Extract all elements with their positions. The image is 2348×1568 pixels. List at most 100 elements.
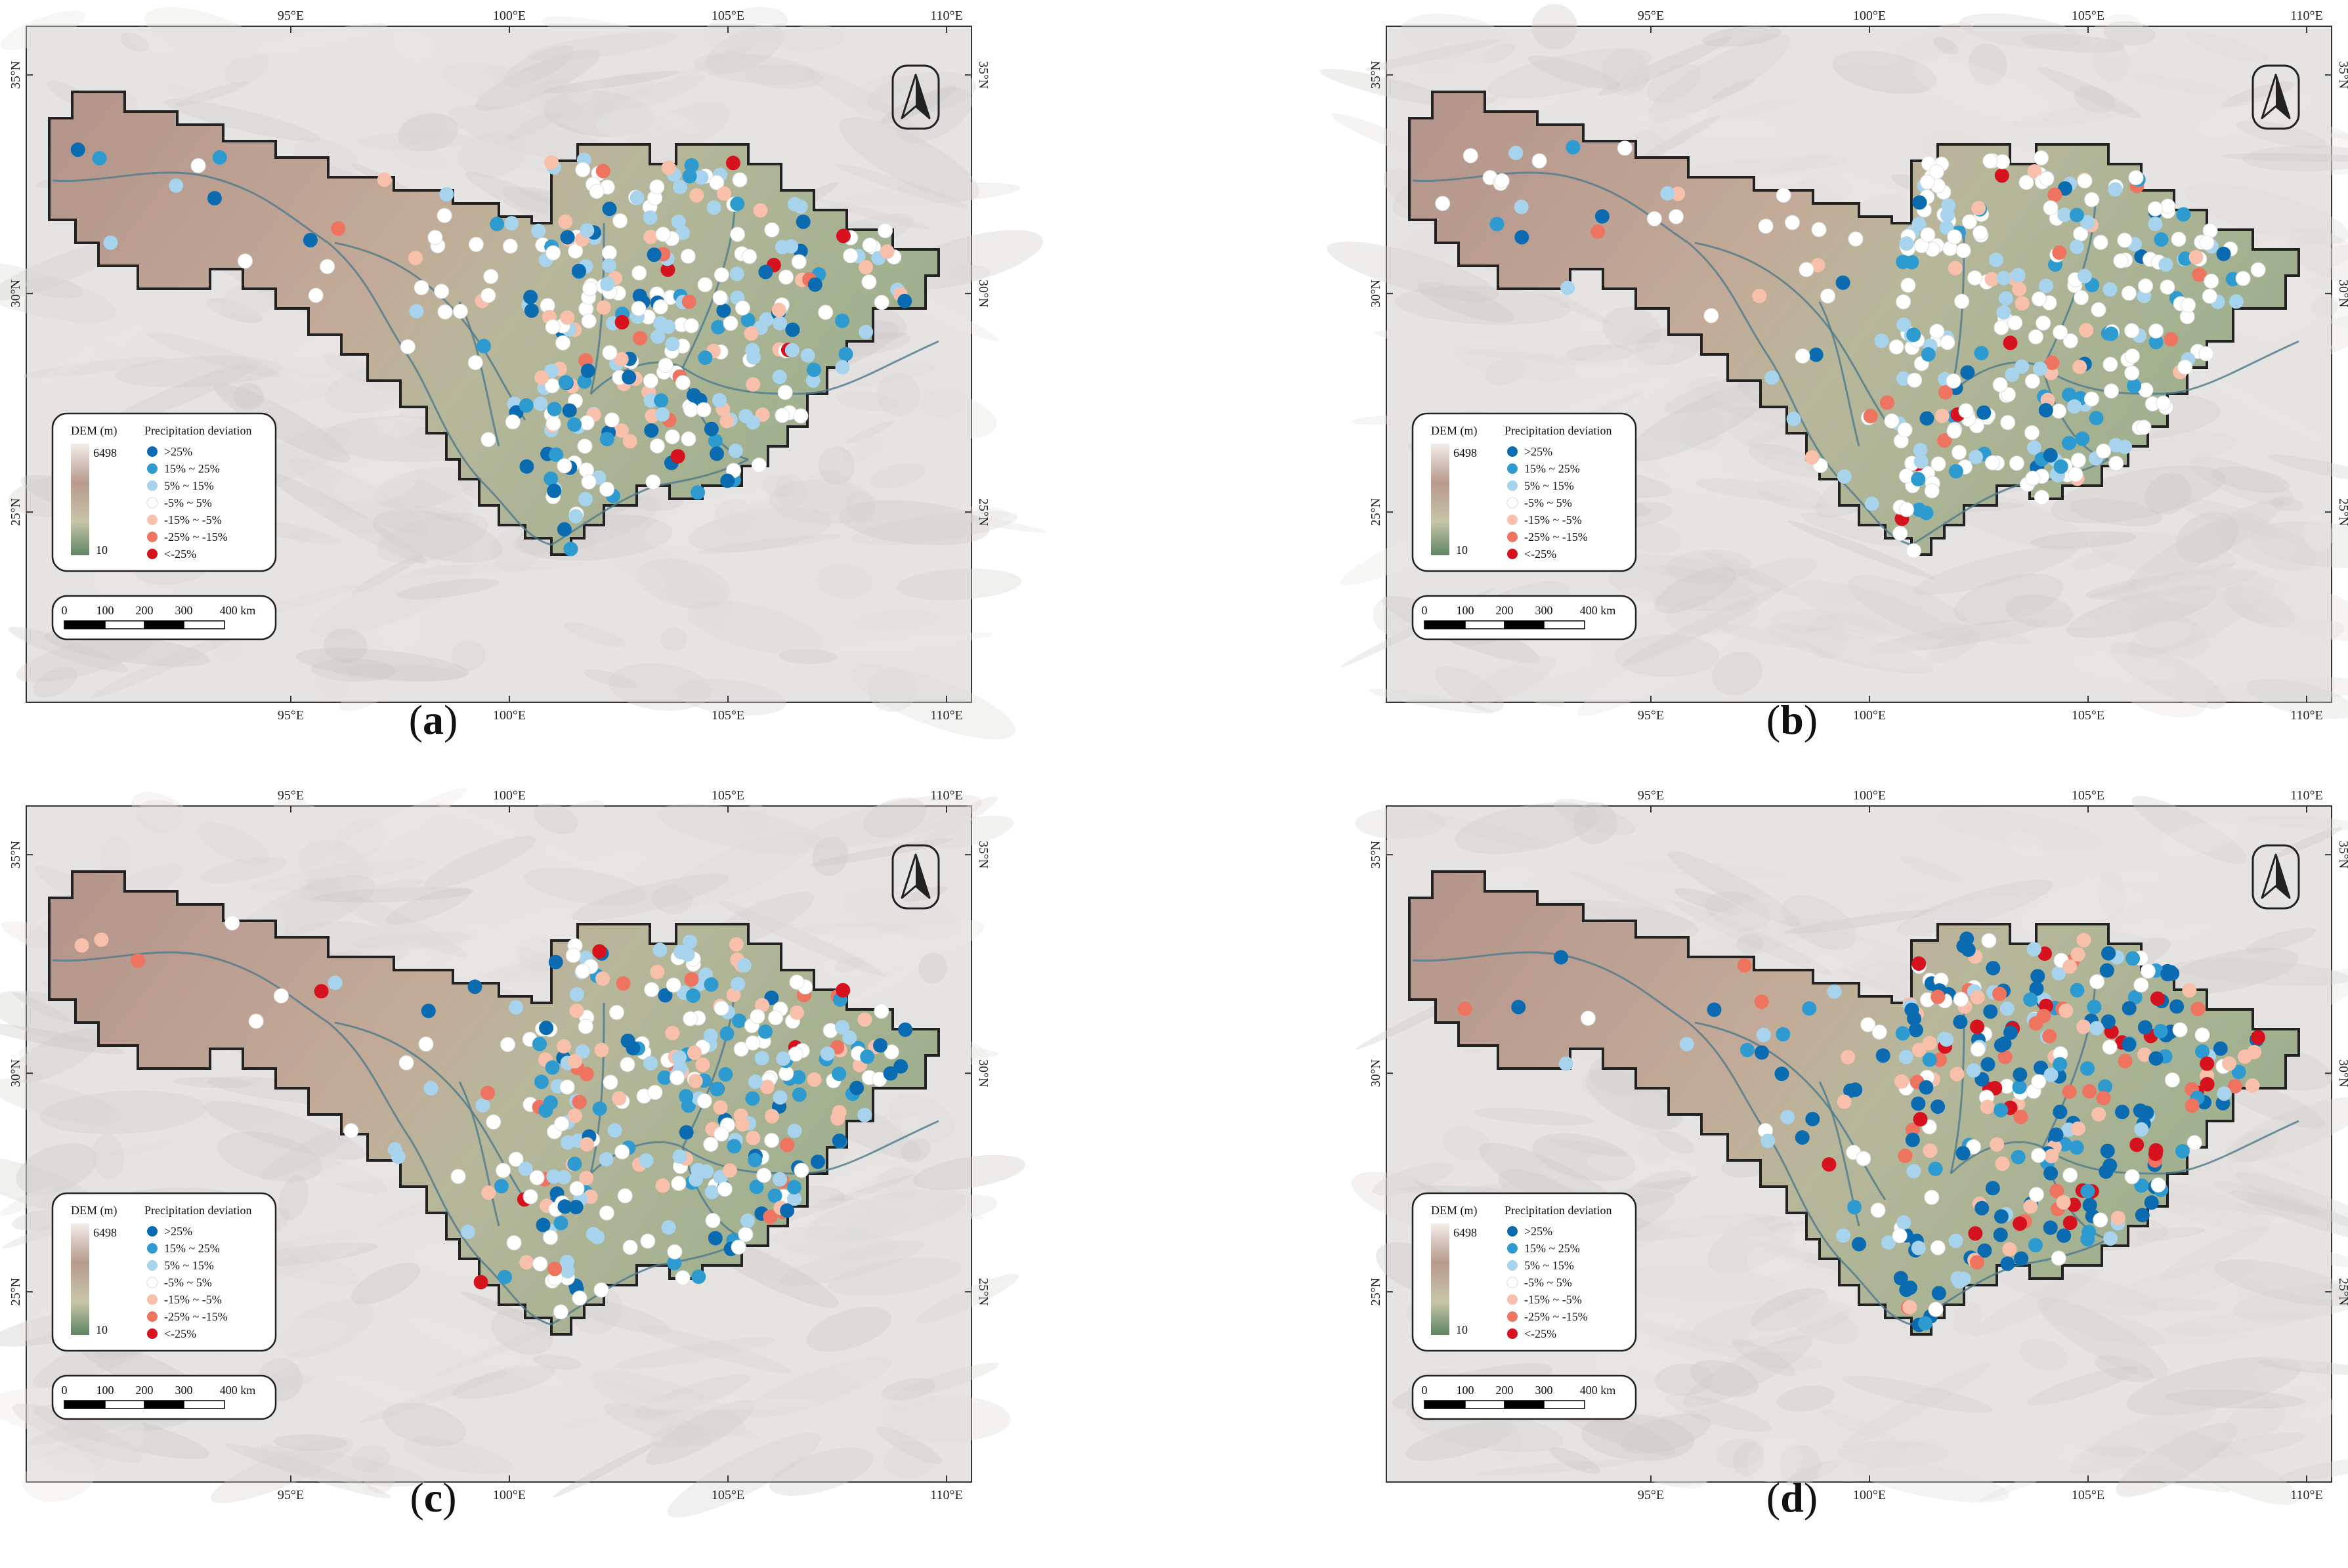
legend-swatch <box>147 1226 158 1237</box>
station-point <box>595 971 610 986</box>
lon-tick-label-bottom: 110°E <box>930 708 962 723</box>
legend-swatch <box>146 497 158 509</box>
station-point <box>320 259 335 274</box>
station-point <box>753 203 768 218</box>
station-point <box>483 268 499 284</box>
station-point <box>704 977 719 992</box>
station-point <box>545 245 561 261</box>
station-point <box>726 987 741 1002</box>
lon-tick-label-top: 110°E <box>930 788 962 803</box>
station-point <box>2178 251 2193 266</box>
station-point <box>1986 961 2001 976</box>
station-point <box>897 293 912 308</box>
station-point <box>557 458 572 474</box>
station-point <box>732 1013 746 1028</box>
station-point <box>2014 1251 2029 1266</box>
dem-min-label: 10 <box>1456 543 1468 557</box>
station-point <box>759 312 774 327</box>
station-point <box>640 1233 656 1249</box>
station-point <box>1669 209 1684 224</box>
scale-tick-label: 200 <box>136 604 154 617</box>
station-point <box>1940 335 1955 350</box>
station-point <box>631 265 647 281</box>
panel-caption-letter: c <box>423 1474 443 1521</box>
station-point <box>735 300 750 316</box>
station-point <box>2012 282 2027 297</box>
station-point <box>1921 347 1936 362</box>
station-point <box>565 948 581 964</box>
station-point <box>893 1059 908 1074</box>
lat-tick-label-left: 25°N <box>9 498 23 526</box>
station-point <box>622 1239 638 1255</box>
station-point <box>2013 1067 2028 1082</box>
station-point <box>2062 387 2077 402</box>
station-point <box>1968 1226 1983 1241</box>
station-point <box>602 258 616 273</box>
station-point <box>2103 1158 2118 1173</box>
station-point <box>569 1004 584 1019</box>
station-point <box>2034 150 2049 166</box>
station-point <box>2043 448 2058 463</box>
station-point <box>745 1091 760 1106</box>
station-point <box>704 421 719 436</box>
station-point <box>1913 1112 1928 1127</box>
station-point <box>1776 188 1791 203</box>
station-point <box>2122 1037 2137 1052</box>
station-point <box>849 1080 864 1095</box>
station-point <box>554 1116 570 1132</box>
lat-tick-label-left: 35°N <box>9 61 23 89</box>
station-point <box>578 1019 593 1034</box>
station-point <box>2188 249 2204 265</box>
legend-swatch <box>1507 1226 1518 1237</box>
station-point <box>787 1124 802 1138</box>
station-point <box>2062 333 2078 349</box>
station-point <box>696 1093 712 1109</box>
station-points <box>1457 931 2266 1332</box>
station-point <box>835 1020 850 1035</box>
station-point <box>2087 1000 2102 1015</box>
station-point <box>820 1046 835 1061</box>
station-point <box>2129 1137 2145 1153</box>
legend-swatch <box>147 463 158 474</box>
station-point <box>2125 951 2141 966</box>
station-point <box>784 239 799 254</box>
station-point <box>1843 1083 1858 1098</box>
station-point <box>664 429 680 444</box>
station-point <box>1899 236 1914 251</box>
station-point <box>1953 1015 1968 1029</box>
lat-tick-label-right: 25°N <box>976 498 991 526</box>
station-point <box>1950 1067 1965 1082</box>
station-point <box>689 1172 704 1187</box>
station-point <box>1896 317 1911 332</box>
station-point <box>647 1084 663 1100</box>
station-point <box>1982 153 1998 169</box>
station-point <box>1994 1209 2009 1224</box>
station-point <box>2100 1143 2115 1158</box>
station-point <box>533 396 548 412</box>
station-point <box>561 1135 575 1150</box>
station-point <box>2024 373 2040 389</box>
station-point <box>746 415 760 430</box>
station-point <box>2124 323 2140 339</box>
station-point <box>683 1011 698 1027</box>
station-point <box>655 1178 670 1193</box>
legend-swatch <box>1507 1311 1518 1322</box>
station-point <box>2038 403 2053 417</box>
station-point <box>704 1185 719 1200</box>
station-point <box>1896 371 1911 386</box>
station-point <box>2134 1178 2149 1193</box>
station-point <box>655 226 671 242</box>
station-point <box>2160 279 2175 295</box>
station-point <box>599 1152 614 1167</box>
legend-swatch <box>147 515 158 525</box>
station-point <box>2099 963 2114 978</box>
station-point <box>2039 278 2053 293</box>
station-point <box>706 200 721 215</box>
station-point <box>710 446 724 461</box>
station-point <box>500 1036 515 1052</box>
lon-tick-label-bottom: 100°E <box>1853 1488 1886 1502</box>
scale-bar: 0 100 200 300 400 km <box>1411 595 1637 641</box>
station-point <box>599 481 614 497</box>
scale-bar: 0 100 200 300 400 km <box>1411 1374 1637 1420</box>
station-point <box>92 151 107 166</box>
